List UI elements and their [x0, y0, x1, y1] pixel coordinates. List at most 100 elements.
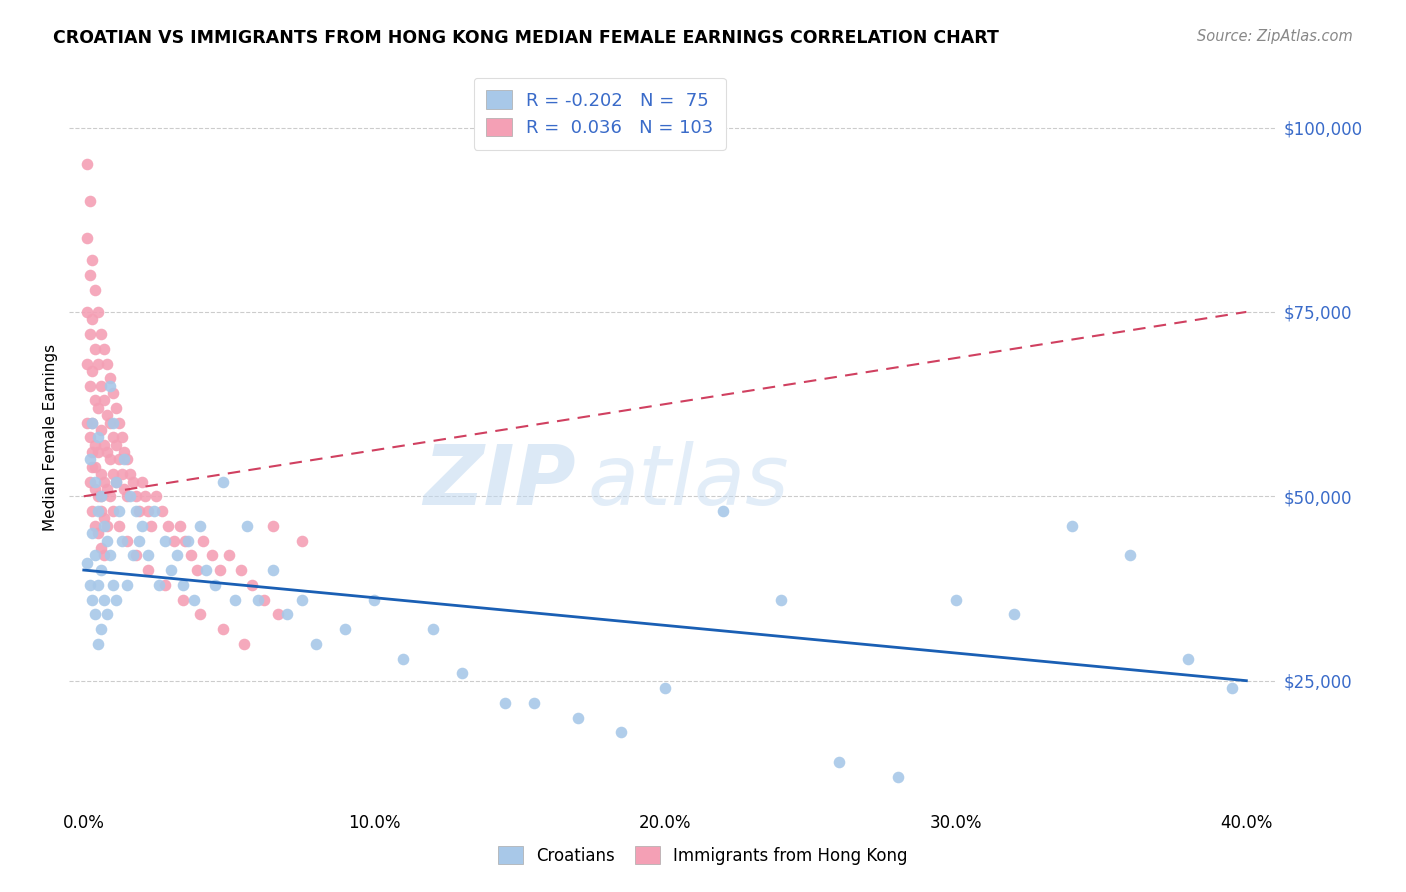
- Point: [98, 549, 121, 563]
- Point: [180, 549, 202, 563]
- Text: Source: ZipAtlas.com: Source: ZipAtlas.com: [1197, 29, 1353, 45]
- Point: [523, 696, 546, 710]
- Point: [82, 592, 104, 607]
- Point: [96, 533, 118, 548]
- Point: [235, 518, 257, 533]
- Point: [422, 622, 444, 636]
- Point: [157, 518, 180, 533]
- Point: [82, 459, 104, 474]
- Point: [291, 533, 314, 548]
- Point: [110, 430, 132, 444]
- Point: [131, 475, 153, 489]
- Point: [128, 533, 150, 548]
- Point: [84, 607, 107, 622]
- Point: [218, 549, 240, 563]
- Point: [172, 592, 194, 607]
- Point: [82, 416, 104, 430]
- Point: [194, 563, 217, 577]
- Point: [76, 305, 98, 319]
- Point: [101, 467, 124, 482]
- Text: atlas: atlas: [588, 441, 790, 522]
- Point: [79, 326, 101, 341]
- Point: [93, 518, 115, 533]
- Point: [262, 563, 284, 577]
- Point: [204, 578, 226, 592]
- Point: [104, 401, 127, 415]
- Point: [148, 578, 170, 592]
- Point: [79, 430, 101, 444]
- Point: [305, 637, 328, 651]
- Point: [136, 504, 159, 518]
- Point: [945, 592, 967, 607]
- Point: [136, 549, 159, 563]
- Point: [96, 445, 118, 459]
- Point: [188, 607, 211, 622]
- Point: [93, 393, 115, 408]
- Point: [87, 430, 110, 444]
- Point: [117, 489, 139, 503]
- Point: [90, 326, 112, 341]
- Point: [76, 556, 98, 570]
- Point: [142, 504, 165, 518]
- Point: [209, 563, 232, 577]
- Point: [79, 578, 101, 592]
- Point: [98, 489, 121, 503]
- Point: [240, 578, 263, 592]
- Point: [169, 518, 191, 533]
- Point: [229, 563, 252, 577]
- Point: [76, 357, 98, 371]
- Point: [87, 445, 110, 459]
- Point: [188, 518, 211, 533]
- Point: [82, 416, 104, 430]
- Point: [87, 504, 110, 518]
- Point: [567, 710, 589, 724]
- Point: [90, 467, 112, 482]
- Point: [90, 489, 112, 503]
- Point: [76, 231, 98, 245]
- Point: [335, 622, 357, 636]
- Point: [98, 416, 121, 430]
- Point: [711, 504, 734, 518]
- Point: [1060, 518, 1083, 533]
- Point: [120, 467, 142, 482]
- Point: [253, 592, 276, 607]
- Point: [104, 592, 127, 607]
- Point: [153, 533, 176, 548]
- Point: [84, 283, 107, 297]
- Point: [212, 475, 235, 489]
- Point: [117, 452, 139, 467]
- Point: [201, 549, 224, 563]
- Point: [610, 725, 633, 739]
- Point: [114, 445, 136, 459]
- Point: [76, 157, 98, 171]
- Point: [120, 489, 142, 503]
- Point: [114, 452, 136, 467]
- Point: [174, 533, 197, 548]
- Point: [93, 342, 115, 356]
- Point: [101, 416, 124, 430]
- Point: [84, 342, 107, 356]
- Point: [87, 357, 110, 371]
- Point: [125, 549, 148, 563]
- Point: [1119, 549, 1142, 563]
- Point: [107, 518, 129, 533]
- Point: [166, 549, 188, 563]
- Point: [84, 482, 107, 496]
- Point: [82, 312, 104, 326]
- Point: [247, 592, 270, 607]
- Point: [98, 378, 121, 392]
- Point: [101, 504, 124, 518]
- Point: [1002, 607, 1025, 622]
- Point: [654, 681, 676, 695]
- Point: [160, 563, 183, 577]
- Point: [93, 438, 115, 452]
- Point: [267, 607, 290, 622]
- Point: [98, 371, 121, 385]
- Point: [131, 518, 153, 533]
- Point: [134, 489, 156, 503]
- Point: [163, 533, 186, 548]
- Point: [96, 408, 118, 422]
- Point: [79, 475, 101, 489]
- Point: [125, 504, 148, 518]
- Point: [96, 518, 118, 533]
